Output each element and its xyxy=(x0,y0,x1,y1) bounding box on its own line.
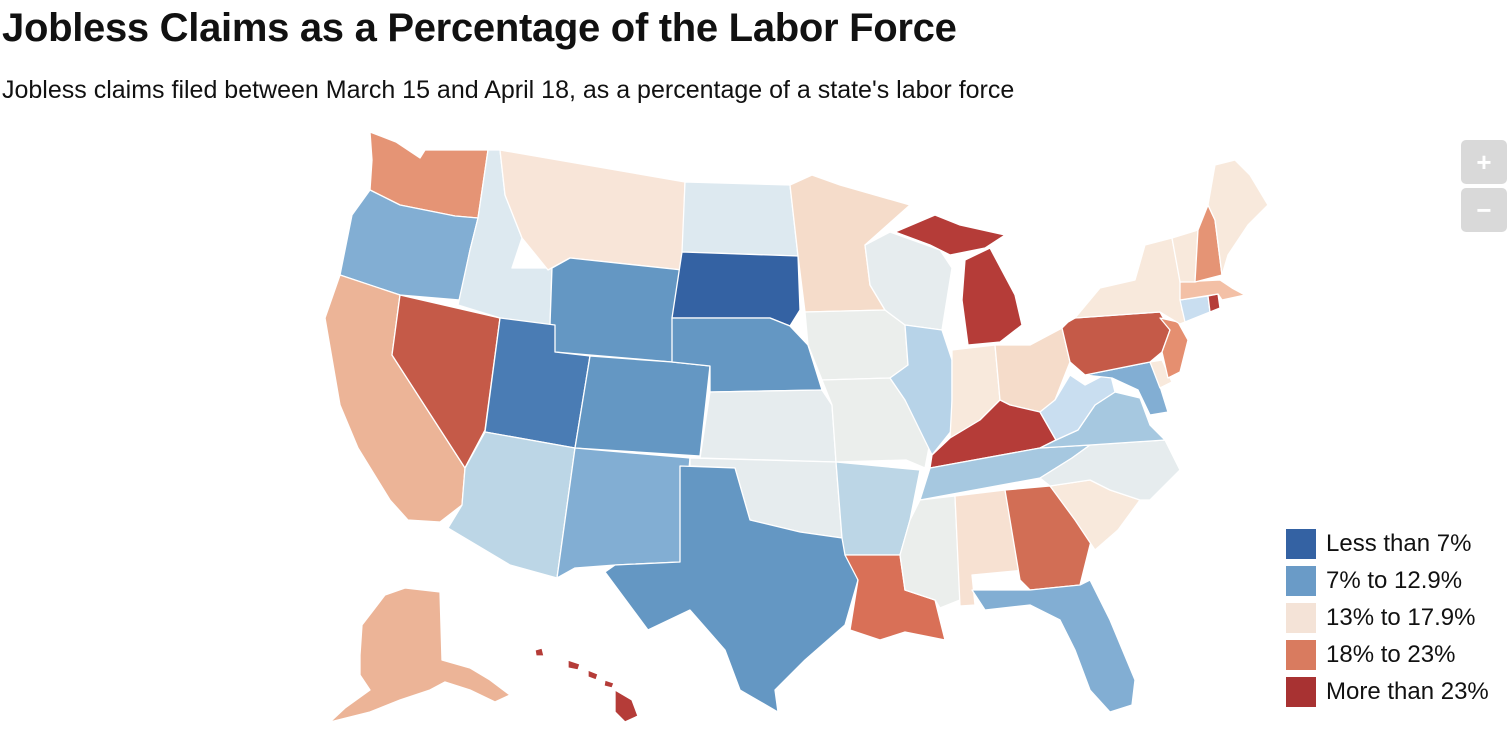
state-new-jersey[interactable] xyxy=(1159,317,1189,379)
legend-label: 13% to 17.9% xyxy=(1326,603,1476,631)
us-choropleth-map[interactable] xyxy=(0,0,1290,752)
state-texas[interactable] xyxy=(604,465,859,713)
state-massachusetts[interactable] xyxy=(1179,279,1246,301)
zoom-in-button[interactable]: + xyxy=(1461,140,1507,184)
legend-swatch xyxy=(1286,528,1316,559)
legend-label: More than 23% xyxy=(1326,677,1489,705)
state-kansas[interactable] xyxy=(699,389,837,463)
legend-item-13-to-17-9: 13% to 17.9% xyxy=(1286,599,1489,636)
state-north-dakota[interactable] xyxy=(681,181,799,257)
legend-label: Less than 7% xyxy=(1326,529,1472,557)
state-michigan[interactable] xyxy=(894,214,1023,346)
state-new-york[interactable] xyxy=(1074,237,1191,325)
legend-swatch xyxy=(1286,565,1316,596)
legend-swatch xyxy=(1286,676,1316,707)
state-new-mexico[interactable] xyxy=(556,447,691,579)
state-alaska[interactable] xyxy=(329,587,511,723)
state-south-dakota[interactable] xyxy=(671,251,801,327)
state-colorado[interactable] xyxy=(574,355,711,457)
legend-item-more-than-23: More than 23% xyxy=(1286,673,1489,710)
legend-item-less-than-7: Less than 7% xyxy=(1286,525,1489,562)
zoom-out-button[interactable]: − xyxy=(1461,188,1507,232)
state-west-virginia[interactable] xyxy=(1039,371,1116,441)
zoom-controls: + − xyxy=(1461,140,1507,236)
state-delaware[interactable] xyxy=(1149,359,1173,389)
state-montana[interactable] xyxy=(499,149,686,271)
state-maine[interactable] xyxy=(1207,159,1269,276)
map-subtitle: Jobless claims filed between March 15 an… xyxy=(2,76,1015,104)
map-title: Jobless Claims as a Percentage of the La… xyxy=(2,6,957,50)
state-hawaii[interactable] xyxy=(534,647,639,723)
legend-swatch xyxy=(1286,602,1316,633)
legend-swatch xyxy=(1286,639,1316,670)
legend-item-18-to-23: 18% to 23% xyxy=(1286,636,1489,673)
state-florida[interactable] xyxy=(971,579,1136,713)
state-iowa[interactable] xyxy=(804,309,909,381)
state-rhode-island[interactable] xyxy=(1207,293,1221,313)
legend-item-7-to-12-9: 7% to 12.9% xyxy=(1286,562,1489,599)
state-wyoming[interactable] xyxy=(549,257,683,363)
state-north-carolina[interactable] xyxy=(1039,439,1181,501)
legend-label: 7% to 12.9% xyxy=(1326,566,1463,594)
map-legend: Less than 7% 7% to 12.9% 13% to 17.9% 18… xyxy=(1286,525,1489,710)
legend-label: 18% to 23% xyxy=(1326,640,1456,668)
